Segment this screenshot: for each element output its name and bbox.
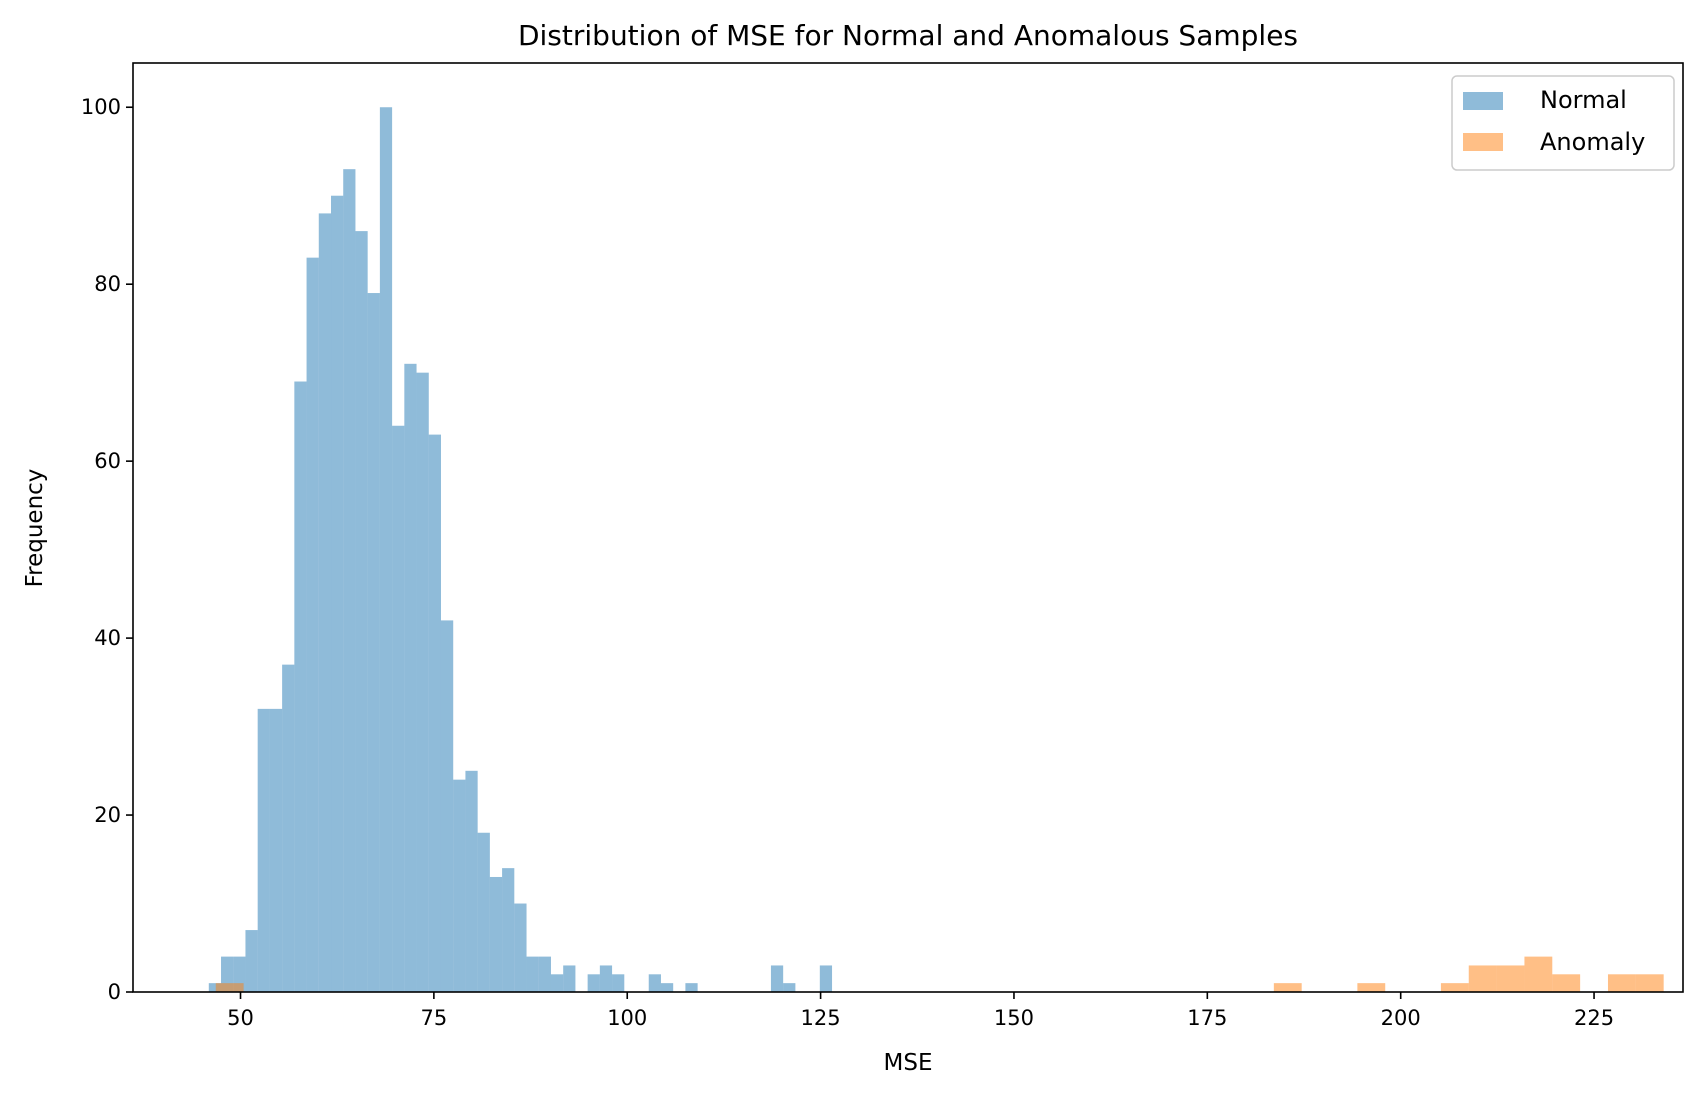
bar-anomaly bbox=[1496, 965, 1525, 992]
x-axis-label: MSE bbox=[884, 1050, 933, 1076]
x-tick-label: 225 bbox=[1574, 1006, 1614, 1030]
bar-normal bbox=[783, 983, 796, 992]
bar-normal bbox=[502, 868, 515, 992]
bar-anomaly bbox=[1273, 983, 1302, 992]
bar-normal bbox=[294, 381, 307, 992]
series-anomaly bbox=[215, 956, 1664, 992]
x-tick-label: 175 bbox=[1187, 1006, 1227, 1030]
x-tick-label: 150 bbox=[994, 1006, 1034, 1030]
y-tick-label: 100 bbox=[81, 95, 121, 119]
bar-anomaly bbox=[1357, 983, 1386, 992]
bar-normal bbox=[257, 708, 270, 992]
bar-anomaly bbox=[1635, 974, 1664, 992]
legend: Normal Anomaly bbox=[1451, 75, 1675, 171]
bar-normal bbox=[404, 363, 417, 992]
x-tick-label: 125 bbox=[801, 1006, 841, 1030]
bar-normal bbox=[245, 930, 258, 992]
bar-normal bbox=[306, 257, 319, 993]
bar-normal bbox=[331, 195, 344, 992]
legend-box bbox=[1451, 75, 1675, 171]
bar-normal bbox=[648, 974, 661, 992]
y-tick-label: 80 bbox=[94, 272, 121, 296]
series-normal bbox=[208, 107, 833, 993]
y-tick-label: 0 bbox=[108, 980, 121, 1004]
bar-normal bbox=[208, 983, 222, 992]
bar-normal bbox=[428, 434, 441, 993]
bar-normal bbox=[550, 974, 564, 992]
bar-normal bbox=[355, 231, 368, 993]
bar-normal bbox=[514, 903, 527, 992]
bar-anomaly bbox=[1607, 974, 1636, 992]
bar-normal bbox=[367, 293, 380, 992]
bar-normal bbox=[269, 708, 283, 992]
bar-normal bbox=[453, 779, 466, 992]
bar-anomaly bbox=[1440, 983, 1469, 992]
legend-swatch-normal bbox=[1463, 92, 1503, 110]
bar-anomaly bbox=[215, 983, 244, 992]
bar-normal bbox=[587, 974, 600, 992]
bar-anomaly bbox=[1468, 965, 1497, 992]
axes-frame bbox=[132, 62, 1684, 993]
bar-normal bbox=[538, 956, 551, 992]
bar-normal bbox=[233, 956, 246, 992]
y-axis-label: Frequency bbox=[22, 469, 48, 588]
bar-normal bbox=[477, 832, 490, 992]
chart-title: Distribution of MSE for Normal and Anoma… bbox=[518, 19, 1298, 52]
bar-normal bbox=[563, 965, 576, 992]
y-tick-label: 20 bbox=[94, 803, 121, 827]
y-tick-label: 40 bbox=[94, 626, 121, 650]
legend-label-normal: Normal bbox=[1540, 86, 1627, 114]
bar-normal bbox=[282, 664, 295, 992]
x-tick-label: 200 bbox=[1381, 1006, 1421, 1030]
x-axis: 50 75 100 125 150 175 200 225 bbox=[227, 992, 1614, 1030]
bar-normal bbox=[685, 983, 698, 992]
legend-swatch-anomaly bbox=[1463, 133, 1503, 151]
plot-area bbox=[208, 107, 1664, 993]
y-axis: 0 20 40 60 80 100 bbox=[81, 95, 133, 1004]
bar-normal bbox=[599, 965, 613, 992]
bar-anomaly bbox=[1524, 956, 1553, 992]
bar-normal bbox=[379, 107, 393, 992]
bar-normal bbox=[819, 965, 833, 992]
y-tick-label: 60 bbox=[94, 449, 121, 473]
bar-normal bbox=[440, 620, 454, 992]
bar-normal bbox=[318, 213, 332, 992]
bar-normal bbox=[770, 965, 784, 992]
bar-normal bbox=[526, 956, 539, 992]
bar-normal bbox=[416, 372, 429, 993]
x-tick-label: 50 bbox=[227, 1006, 254, 1030]
bar-normal bbox=[660, 983, 674, 992]
bar-normal bbox=[221, 956, 234, 992]
bar-normal bbox=[392, 425, 405, 992]
bar-normal bbox=[612, 974, 625, 992]
x-tick-label: 75 bbox=[421, 1006, 448, 1030]
bar-normal bbox=[343, 169, 356, 992]
bar-normal bbox=[465, 770, 478, 992]
bar-anomaly bbox=[1552, 974, 1581, 992]
legend-label-anomaly: Anomaly bbox=[1540, 128, 1645, 156]
x-tick-label: 100 bbox=[607, 1006, 647, 1030]
bar-normal bbox=[489, 876, 503, 992]
